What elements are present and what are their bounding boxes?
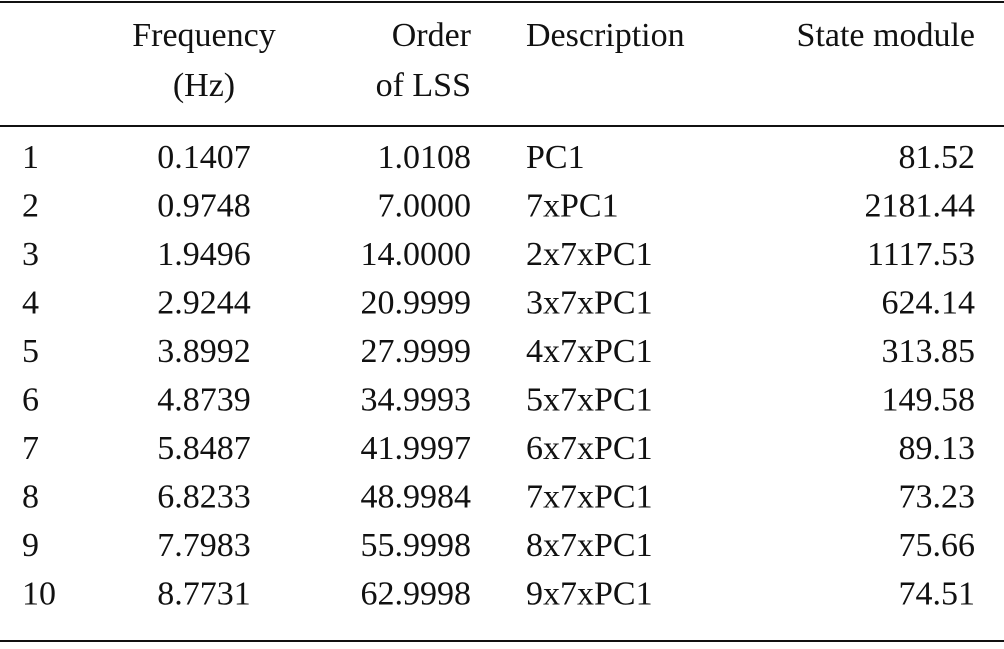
table-cell: 41.9997 xyxy=(361,430,472,467)
table-cell: 6x7xPC1 xyxy=(526,430,653,467)
table-cell: 1.9496 xyxy=(157,236,251,273)
header-cell: Order xyxy=(392,17,472,54)
table-cell: 2.9244 xyxy=(157,284,251,321)
table-cell: 1 xyxy=(22,139,39,176)
table-cell: 8 xyxy=(22,478,39,515)
table-cell: 0.9748 xyxy=(157,187,251,224)
table-cell: 7xPC1 xyxy=(526,187,619,224)
table-cell: 5 xyxy=(22,333,39,370)
table-cell: 73.23 xyxy=(899,478,976,515)
table-cell: 7.0000 xyxy=(378,187,472,224)
table-cell: 0.1407 xyxy=(157,139,251,176)
table-cell: 1.0108 xyxy=(378,139,472,176)
table-cell: PC1 xyxy=(526,139,585,176)
table-cell: 7 xyxy=(22,430,39,467)
table-cell: 27.9999 xyxy=(361,333,472,370)
table-cell: 89.13 xyxy=(899,430,976,467)
table-cell: 3 xyxy=(22,236,39,273)
table-cell: 48.9984 xyxy=(361,478,472,515)
table-cell: 34.9993 xyxy=(361,381,472,418)
table-cell: 10 xyxy=(22,575,56,612)
table-cell: 4 xyxy=(22,284,39,321)
table-cell: 2181.44 xyxy=(865,187,976,224)
table-cell: 75.66 xyxy=(899,527,976,564)
table-cell: 1117.53 xyxy=(867,236,975,273)
table-cell: 9x7xPC1 xyxy=(526,575,653,612)
table-cell: 6 xyxy=(22,381,39,418)
table-cell: 5.8487 xyxy=(157,430,251,467)
table-cell: 4.8739 xyxy=(157,381,251,418)
table-cell: 624.14 xyxy=(882,284,976,321)
table-cell: 7x7xPC1 xyxy=(526,478,653,515)
table-cell: 7.7983 xyxy=(157,527,251,564)
header-cell: Frequency xyxy=(132,17,276,54)
table-cell: 9 xyxy=(22,527,39,564)
table-cell: 62.9998 xyxy=(361,575,472,612)
table-cell: 20.9999 xyxy=(361,284,472,321)
table-cell: 5x7xPC1 xyxy=(526,381,653,418)
table-cell: 3x7xPC1 xyxy=(526,284,653,321)
table-cell: 4x7xPC1 xyxy=(526,333,653,370)
table-cell: 149.58 xyxy=(882,381,976,418)
table-cell: 2 xyxy=(22,187,39,224)
table-cell: 313.85 xyxy=(882,333,976,370)
header-cell: State module xyxy=(797,17,975,54)
table-cell: 8.7731 xyxy=(157,575,251,612)
header-cell: (Hz) xyxy=(173,67,235,104)
table-cell: 81.52 xyxy=(899,139,976,176)
table-cell: 8x7xPC1 xyxy=(526,527,653,564)
table-cell: 6.8233 xyxy=(157,478,251,515)
table-cell: 14.0000 xyxy=(361,236,472,273)
table-cell: 55.9998 xyxy=(361,527,472,564)
table-cell: 74.51 xyxy=(899,575,976,612)
header-cell: Description xyxy=(526,17,685,54)
header-cell: of LSS xyxy=(376,67,471,104)
table-cell: 3.8992 xyxy=(157,333,251,370)
table-cell: 2x7xPC1 xyxy=(526,236,653,273)
